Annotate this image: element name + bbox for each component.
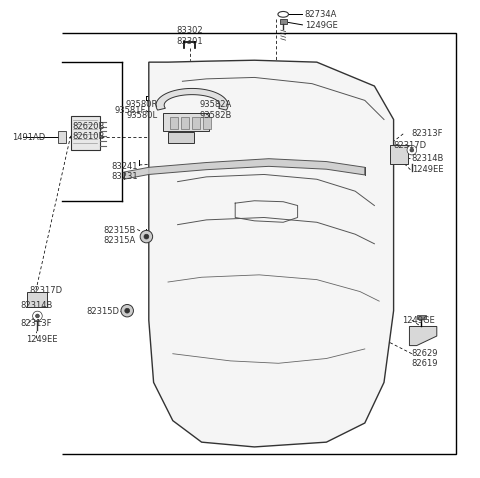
Polygon shape: [124, 159, 365, 179]
Text: 1249GE: 1249GE: [402, 316, 435, 325]
Bar: [417, 315, 426, 319]
Text: 93581F: 93581F: [114, 107, 145, 115]
Circle shape: [33, 311, 42, 321]
Text: 93580R
93580L: 93580R 93580L: [125, 100, 158, 120]
Text: 93582A
93582B: 93582A 93582B: [199, 100, 231, 120]
Text: 82315D: 82315D: [86, 307, 119, 316]
Circle shape: [144, 234, 149, 239]
Bar: [203, 117, 211, 129]
Circle shape: [140, 230, 153, 243]
FancyBboxPatch shape: [163, 113, 209, 131]
Text: 82620B
82610B: 82620B 82610B: [72, 122, 105, 141]
Circle shape: [125, 308, 130, 313]
Circle shape: [121, 304, 133, 317]
Polygon shape: [409, 326, 437, 346]
Bar: [192, 117, 200, 129]
Text: 82317D: 82317D: [30, 286, 63, 294]
Polygon shape: [149, 60, 394, 447]
FancyBboxPatch shape: [27, 292, 47, 307]
Text: 1249GE: 1249GE: [305, 22, 337, 30]
Text: 82734A: 82734A: [305, 10, 337, 19]
Bar: [170, 117, 178, 129]
Bar: [280, 19, 287, 24]
Text: 82313F: 82313F: [20, 319, 52, 328]
Text: 1249EE: 1249EE: [412, 165, 444, 174]
Circle shape: [407, 145, 417, 155]
Bar: [181, 117, 189, 129]
Ellipse shape: [278, 11, 288, 17]
Text: 82314B: 82314B: [20, 302, 52, 310]
Text: 82314B: 82314B: [412, 154, 444, 163]
Text: 1491AD: 1491AD: [12, 133, 45, 141]
Text: 82629
82619: 82629 82619: [412, 349, 438, 369]
FancyBboxPatch shape: [168, 132, 194, 143]
Text: 83302
83301: 83302 83301: [176, 26, 203, 46]
Text: 1249EE: 1249EE: [26, 335, 58, 344]
FancyBboxPatch shape: [390, 145, 408, 164]
Circle shape: [36, 314, 39, 318]
FancyBboxPatch shape: [71, 116, 100, 150]
Text: 82313F: 82313F: [412, 130, 444, 138]
Circle shape: [410, 148, 414, 152]
Text: 82315B
82315A: 82315B 82315A: [104, 226, 136, 246]
Polygon shape: [156, 88, 228, 110]
Text: 83241
83231: 83241 83231: [112, 162, 138, 181]
Text: 82317D: 82317D: [394, 141, 427, 150]
Bar: [58, 131, 66, 143]
